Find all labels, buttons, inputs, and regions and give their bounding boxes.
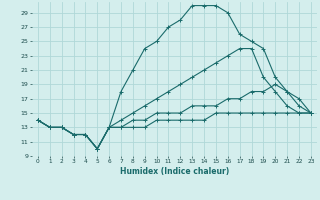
X-axis label: Humidex (Indice chaleur): Humidex (Indice chaleur) (120, 167, 229, 176)
